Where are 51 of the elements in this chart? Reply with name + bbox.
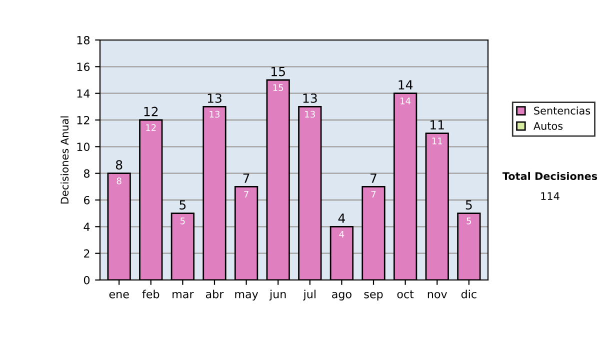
y-tick-label: 14: [77, 89, 90, 98]
total-label: 15: [272, 66, 285, 76]
y-tick-label: 12: [77, 116, 90, 124]
data-label: 13: [305, 110, 315, 118]
legend-label: Sentencias: [534, 106, 590, 115]
x-tick-label: jul: [303, 290, 316, 300]
data-label: 14: [400, 98, 411, 104]
y-axis-title: Decisiones Anual: [60, 116, 69, 204]
y-tick-label: 0: [84, 276, 90, 284]
x-tick-label: ago: [332, 292, 352, 300]
data-label: 11: [432, 138, 442, 144]
total-label: 4: [338, 214, 345, 223]
data-label: 12: [146, 124, 156, 131]
legend-label: Autos: [534, 122, 563, 130]
y-tick-label: 10: [77, 142, 90, 152]
x-tick-label: ene: [109, 292, 129, 298]
data-label: 13: [210, 110, 220, 118]
x-tick-label: mar: [172, 292, 194, 298]
data-label: 7: [371, 190, 376, 198]
y-tick-label: 8: [84, 169, 90, 178]
x-tick-label: abr: [206, 290, 224, 298]
y-tick-label: 6: [84, 196, 90, 204]
y-tick-label: 16: [77, 62, 90, 72]
text: Total Decisiones: [502, 172, 598, 180]
total-label: 7: [243, 174, 250, 183]
total-label: 8: [116, 160, 122, 170]
data-label: 4: [339, 230, 344, 238]
data-label: 15: [273, 84, 284, 91]
y-tick-label: 18: [77, 36, 90, 44]
x-tick-label: may: [235, 292, 258, 300]
total-label: 12: [144, 106, 158, 116]
total-label: 13: [303, 93, 317, 103]
text: 114: [541, 192, 560, 200]
x-tick-label: sep: [364, 292, 383, 300]
total-label: 11: [430, 120, 444, 130]
total-label: 5: [466, 200, 472, 210]
y-tick-label: 4: [84, 222, 90, 231]
x-tick-label: nov: [428, 292, 447, 298]
y-tick-label: 2: [84, 249, 90, 258]
x-tick-label: feb: [142, 290, 160, 298]
total-label: 13: [208, 93, 222, 103]
data-label: 5: [466, 218, 471, 224]
data-label: 8: [116, 177, 122, 184]
total-label: 7: [370, 174, 376, 183]
x-tick-label: oct: [397, 290, 414, 298]
data-label: 7: [244, 190, 248, 198]
total-label: 14: [398, 80, 413, 90]
total-label: 5: [180, 200, 186, 210]
data-label: 5: [180, 218, 185, 224]
x-tick-label: jun: [269, 290, 286, 300]
x-tick-label: dic: [461, 290, 476, 298]
